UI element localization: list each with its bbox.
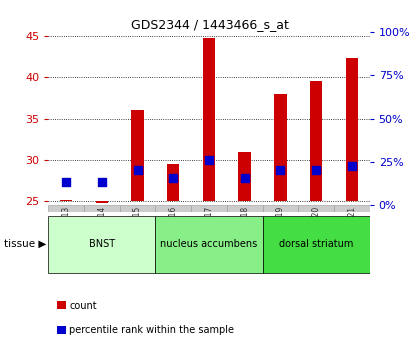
Text: GSM134717: GSM134717 bbox=[205, 206, 213, 252]
Point bbox=[170, 175, 177, 181]
Bar bbox=[84, 205, 120, 212]
Point bbox=[134, 167, 141, 173]
Text: nucleus accumbens: nucleus accumbens bbox=[160, 239, 257, 249]
Bar bbox=[48, 205, 84, 212]
Point bbox=[277, 167, 284, 173]
Bar bbox=[298, 205, 334, 212]
Text: GSM134719: GSM134719 bbox=[276, 206, 285, 252]
Text: GSM134714: GSM134714 bbox=[97, 206, 106, 252]
Point bbox=[241, 175, 248, 181]
Point bbox=[349, 163, 355, 169]
Text: GSM134713: GSM134713 bbox=[62, 206, 71, 252]
Text: GSM134716: GSM134716 bbox=[169, 206, 178, 252]
Text: GSM134715: GSM134715 bbox=[133, 206, 142, 252]
Bar bbox=[155, 205, 191, 212]
Bar bbox=[262, 216, 370, 273]
Bar bbox=[346, 58, 358, 201]
Text: GSM134721: GSM134721 bbox=[347, 206, 356, 252]
Bar bbox=[239, 152, 251, 201]
Text: BNST: BNST bbox=[89, 239, 115, 249]
Bar bbox=[131, 110, 144, 201]
Text: GSM134720: GSM134720 bbox=[312, 206, 320, 252]
Bar bbox=[120, 205, 155, 212]
Point bbox=[63, 179, 70, 185]
Bar bbox=[310, 81, 322, 201]
Bar bbox=[274, 94, 286, 201]
Bar bbox=[60, 200, 72, 201]
Text: dorsal striatum: dorsal striatum bbox=[279, 239, 353, 249]
Bar bbox=[48, 216, 155, 273]
Text: GSM134718: GSM134718 bbox=[240, 206, 249, 252]
Text: GDS2344 / 1443466_s_at: GDS2344 / 1443466_s_at bbox=[131, 18, 289, 31]
Bar bbox=[191, 205, 227, 212]
Bar bbox=[203, 38, 215, 201]
Bar bbox=[96, 201, 108, 203]
Point bbox=[312, 167, 319, 173]
Point bbox=[206, 157, 212, 163]
Bar bbox=[262, 205, 298, 212]
Bar bbox=[227, 205, 262, 212]
Text: tissue ▶: tissue ▶ bbox=[4, 239, 47, 249]
Point bbox=[98, 179, 105, 185]
Bar bbox=[334, 205, 370, 212]
Text: count: count bbox=[69, 301, 97, 310]
Bar bbox=[155, 216, 262, 273]
Text: percentile rank within the sample: percentile rank within the sample bbox=[69, 325, 234, 335]
Bar bbox=[167, 164, 179, 201]
